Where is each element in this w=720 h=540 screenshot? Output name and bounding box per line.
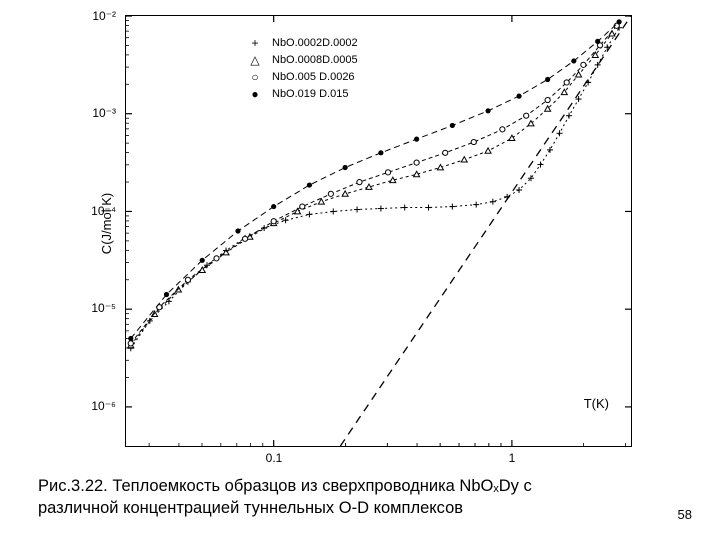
legend-label: NbO.005 D.0026 bbox=[272, 71, 355, 83]
y-tick-label: 10⁻² bbox=[92, 9, 116, 23]
y-tick-label: 10⁻⁴ bbox=[91, 204, 116, 218]
figure-caption: Рис.3.22. Теплоемкость образцов из сверх… bbox=[38, 475, 532, 520]
chart-box: C(J/mol K) T(K) + NbO.0002D.0002 △ NbO.0… bbox=[125, 15, 632, 447]
plot-svg bbox=[126, 16, 631, 446]
y-axis-label: C(J/mol K) bbox=[99, 193, 114, 254]
x-tick-label: 0.1 bbox=[266, 451, 283, 465]
x-axis-label: T(K) bbox=[584, 396, 609, 411]
y-tick-label: 10⁻³ bbox=[92, 106, 116, 120]
y-tick-label: 10⁻⁵ bbox=[91, 301, 116, 315]
caption-line: Рис.3.22. Теплоемкость образцов из сверх… bbox=[38, 477, 532, 495]
legend: + NbO.0002D.0002 △ NbO.0008D.0005 ○ NbO.… bbox=[246, 36, 358, 104]
caption-line: различной концентрацией туннельных O-D к… bbox=[38, 499, 463, 517]
y-tick-label: 10⁻⁶ bbox=[91, 399, 116, 413]
legend-label: NbO.0008D.0005 bbox=[272, 54, 358, 66]
page-number: 58 bbox=[678, 507, 692, 522]
legend-label: NbO.019 D.015 bbox=[272, 88, 348, 100]
plus-icon: + bbox=[246, 36, 264, 50]
legend-label: NbO.0002D.0002 bbox=[272, 37, 358, 49]
legend-item: △ NbO.0008D.0005 bbox=[246, 53, 358, 67]
triangle-icon: △ bbox=[246, 53, 264, 67]
legend-item: + NbO.0002D.0002 bbox=[246, 36, 358, 50]
circle-open-icon: ○ bbox=[246, 70, 264, 84]
x-tick-label: 1 bbox=[509, 451, 516, 465]
circle-filled-icon: ● bbox=[246, 87, 264, 101]
legend-item: ○ NbO.005 D.0026 bbox=[246, 70, 358, 84]
legend-item: ● NbO.019 D.015 bbox=[246, 87, 358, 101]
